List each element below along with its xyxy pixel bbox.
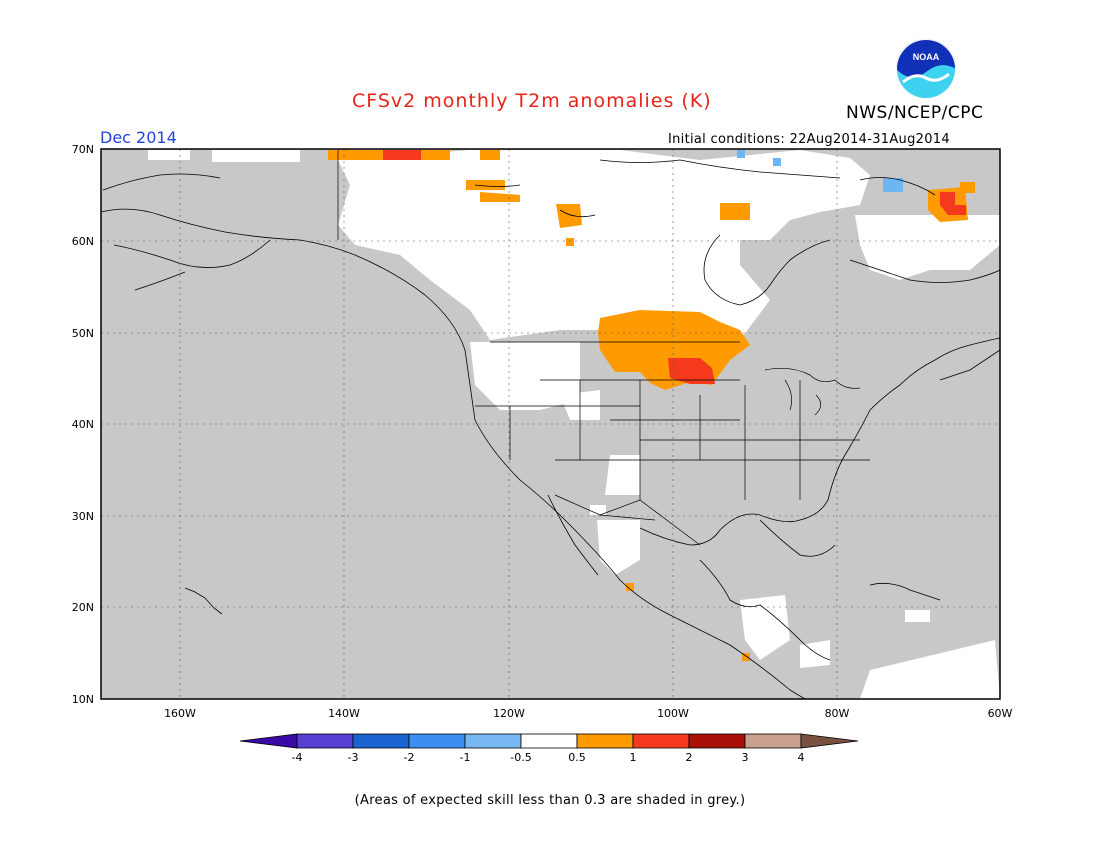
- colorbar-tick: -0.5: [510, 751, 532, 764]
- lat-label-60n: 60N: [71, 235, 94, 248]
- white-skill-areas: [148, 150, 1000, 699]
- colorbar-tick: 0.5: [568, 751, 586, 764]
- colorbar-bin-2-3: [688, 733, 746, 749]
- colorbar-bin-1-2: [632, 733, 690, 749]
- svg-text:NOAA: NOAA: [913, 52, 940, 62]
- great-lakes: [764, 368, 861, 416]
- skill-footnote: (Areas of expected skill less than 0.3 a…: [354, 793, 746, 808]
- agency-label: NWS/NCEP/CPC: [846, 103, 984, 123]
- colorbar-tick: 4: [797, 751, 805, 764]
- lat-label-20n: 20N: [71, 601, 94, 614]
- colorbar-bin--2--1: [408, 733, 466, 749]
- lat-label-70n: 70N: [71, 143, 94, 156]
- noaa-logo: NOAA: [896, 39, 956, 99]
- forecast-month: Dec 2014: [100, 128, 177, 147]
- anomaly-negative-patches: [737, 150, 903, 192]
- lat-label-30n: 30N: [71, 510, 94, 523]
- coastlines: [101, 159, 1000, 699]
- colorbar-bin--4--3: [296, 733, 354, 749]
- lon-label-120w: 120W: [493, 707, 525, 720]
- colorbar-tick: -4: [291, 751, 303, 764]
- colorbar-tick: -1: [459, 751, 471, 764]
- chart-title: CFSv2 monthly T2m anomalies (K): [352, 90, 712, 112]
- map-frame: [100, 148, 1001, 700]
- colorbar-bin--3--2: [352, 733, 410, 749]
- colorbar-high-arrow: [800, 733, 859, 749]
- lon-label-60w: 60W: [987, 707, 1013, 720]
- lon-label-140w: 140W: [328, 707, 360, 720]
- colorbar-bin-0.5-1: [576, 733, 634, 749]
- colorbar-tick: -3: [347, 751, 359, 764]
- colorbar-bin-3-4: [744, 733, 802, 749]
- colorbar-bin--0.5-0.5: [520, 733, 578, 749]
- lon-label-100w: 100W: [657, 707, 689, 720]
- lat-label-40n: 40N: [71, 418, 94, 431]
- lon-label-80w: 80W: [824, 707, 850, 720]
- lon-label-160w: 160W: [164, 707, 196, 720]
- lat-label-10n: 10N: [71, 693, 94, 706]
- colorbar-bin--1--0.5: [464, 733, 522, 749]
- colorbar-tick: -2: [403, 751, 415, 764]
- colorbar-tick: 1: [629, 751, 637, 764]
- colorbar-tick: 3: [741, 751, 749, 764]
- colorbar-low-arrow: [239, 733, 298, 749]
- lat-label-50n: 50N: [71, 327, 94, 340]
- initial-conditions: Initial conditions: 22Aug2014-31Aug2014: [668, 132, 950, 147]
- colorbar-tick: 2: [685, 751, 693, 764]
- gridlines: [101, 149, 1000, 699]
- political-borders: [337, 150, 870, 546]
- anomaly-2-to-3-patches: [383, 150, 966, 384]
